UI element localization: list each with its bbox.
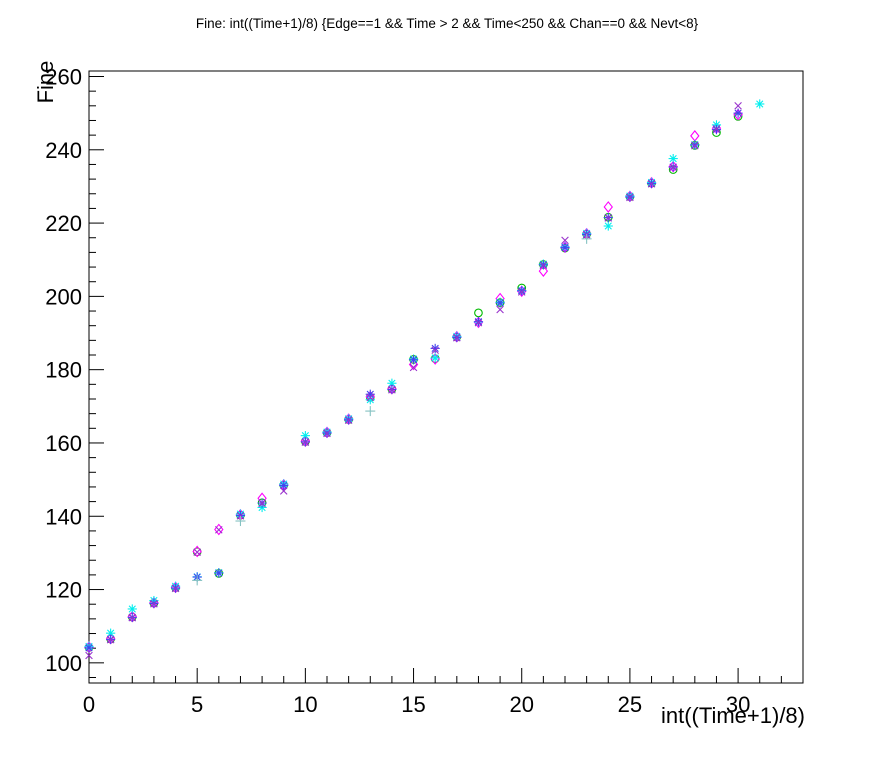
data-point (301, 438, 310, 447)
data-point (388, 386, 396, 394)
data-point (517, 288, 526, 296)
data-point (734, 109, 742, 117)
data-point (431, 354, 439, 362)
data-point (538, 265, 549, 277)
data-point (171, 584, 180, 593)
y-tick-label: 180 (45, 358, 82, 383)
series-teal-plus (192, 233, 592, 586)
data-point (85, 644, 93, 652)
x-axis-title: int((Time+1)/8) (661, 703, 805, 728)
data-point (626, 193, 634, 202)
data-point (128, 605, 136, 613)
data-point (409, 363, 418, 372)
data-point (539, 261, 548, 270)
y-tick-label: 260 (45, 64, 82, 89)
y-tick-label: 200 (45, 284, 82, 309)
data-point (106, 635, 115, 644)
y-tick-label: 120 (45, 578, 82, 603)
data-point (301, 431, 310, 440)
data-point (734, 102, 742, 110)
y-tick-label: 140 (45, 504, 82, 529)
y-tick-label: 220 (45, 211, 82, 236)
data-point (430, 353, 440, 365)
chart-title: Fine: int((Time+1)/8) {Edge==1 && Time >… (195, 16, 699, 31)
data-point (474, 318, 483, 327)
series-green-open-circle (84, 112, 743, 652)
data-point (604, 222, 612, 230)
plot-frame (88, 70, 804, 684)
data-point (561, 236, 569, 245)
series-blue-asterisk (84, 108, 743, 653)
x-tick-label: 25 (618, 692, 642, 717)
y-tick-label: 160 (45, 431, 82, 456)
data-point (366, 396, 374, 404)
data-point (258, 499, 266, 508)
data-point (669, 154, 677, 163)
data-point (453, 333, 461, 342)
data-point (344, 416, 353, 425)
x-tick-label: 15 (401, 692, 425, 717)
data-point (518, 287, 526, 295)
y-tick-label: 100 (45, 651, 82, 676)
y-tick-label: 240 (45, 138, 82, 163)
data-point (388, 379, 396, 387)
x-tick-label: 20 (509, 692, 533, 717)
data-point (215, 526, 223, 534)
data-point (215, 569, 223, 577)
x-tick-label: 10 (293, 692, 317, 717)
data-point (366, 390, 374, 398)
x-tick-label: 30 (726, 692, 750, 717)
data-point (647, 180, 656, 188)
data-point (496, 299, 504, 307)
data-point (474, 318, 483, 326)
data-point (236, 512, 245, 520)
series-magenta-open-diamond (84, 108, 743, 653)
data-point (496, 305, 504, 314)
data-point (712, 125, 721, 133)
data-point (756, 100, 764, 108)
data-point (323, 429, 331, 438)
data-point (561, 243, 569, 252)
data-point (603, 201, 613, 213)
data-point (431, 346, 439, 355)
series-cyan-asterisk (84, 99, 765, 651)
data-point (366, 393, 375, 402)
data-point (690, 129, 700, 142)
data-point (474, 308, 483, 318)
x-tick-label: 5 (191, 692, 203, 717)
series-violet-x-cross (85, 102, 742, 660)
data-point (85, 651, 93, 660)
data-point (279, 487, 288, 495)
data-point (669, 163, 677, 172)
data-point (280, 481, 288, 490)
data-point (106, 629, 115, 637)
data-point (604, 214, 613, 222)
data-point (409, 356, 418, 364)
data-point (193, 548, 201, 556)
x-tick-label: 0 (83, 692, 95, 717)
data-point (691, 141, 699, 150)
data-point (128, 613, 137, 622)
data-point (431, 344, 439, 353)
data-point (150, 600, 158, 608)
